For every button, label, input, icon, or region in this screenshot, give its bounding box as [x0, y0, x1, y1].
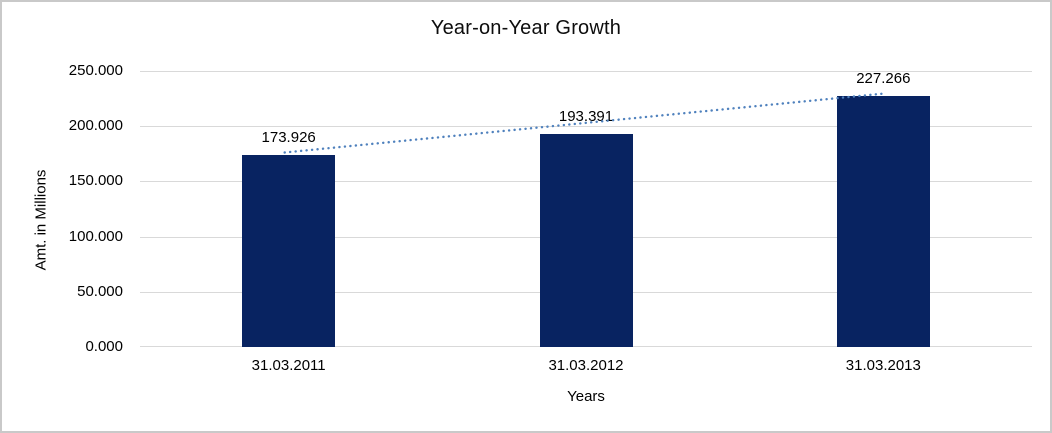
bar: [539, 133, 633, 347]
trendline: [283, 92, 885, 154]
bar: [836, 96, 930, 347]
y-tick-label: 0.000: [85, 338, 123, 355]
chart-title: Year-on-Year Growth: [430, 17, 622, 39]
y-tick-label: 150.000: [68, 172, 123, 190]
x-axis-title: Years: [567, 388, 605, 405]
x-tick-label: 31.03.2013: [845, 357, 921, 374]
y-tick-label: 250.000: [68, 62, 123, 79]
bar-value-label: 227.266: [856, 70, 911, 88]
gridline: [140, 71, 1032, 72]
x-tick-label: 31.03.2011: [251, 357, 326, 374]
gridline: [140, 126, 1032, 128]
bar-value-label: 193.391: [558, 107, 614, 125]
y-tick-label: 200.000: [68, 117, 123, 135]
x-tick-label: 31.03.2012: [548, 357, 624, 374]
y-tick-label: 100.000: [68, 227, 123, 245]
y-tick-label: 50.000: [77, 282, 123, 300]
bar-value-label: 173.926: [261, 129, 316, 146]
bar: [242, 155, 336, 347]
plot-area: 173.926 193.391 227.266: [140, 70, 1032, 347]
